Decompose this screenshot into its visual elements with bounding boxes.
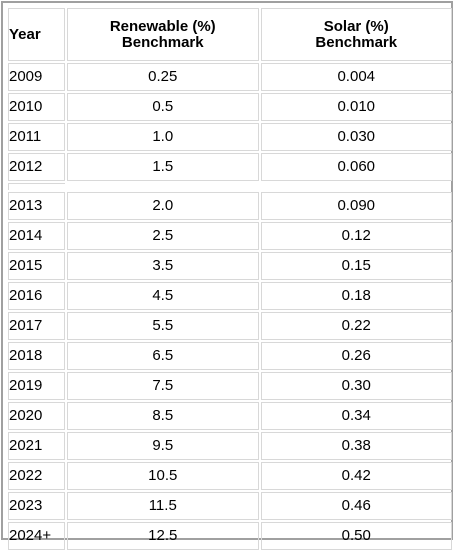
renewable-cell: 0.5: [67, 93, 259, 121]
solar-column-header: Solar (%) Benchmark: [260, 8, 452, 61]
solar-cell: 0.22: [260, 312, 452, 340]
year-cell: 2014: [8, 222, 65, 250]
renewable-cell: 7.5: [67, 372, 259, 400]
table-row: 2020 8.5 0.34: [8, 402, 452, 430]
solar-cell: 0.42: [260, 462, 452, 490]
solar-cell: 0.090: [260, 192, 452, 220]
renewable-cell: 1.5: [67, 153, 259, 181]
renewable-cell: 4.5: [67, 282, 259, 310]
table-row: 2021 9.5 0.38: [8, 432, 452, 460]
solar-cell: 0.46: [260, 492, 452, 520]
year-cell: 2016: [8, 282, 65, 310]
solar-cell: 0.15: [260, 252, 452, 280]
table-row: 2016 4.5 0.18: [8, 282, 452, 310]
solar-cell: 0.34: [260, 402, 452, 430]
renewable-cell: 8.5: [67, 402, 259, 430]
solar-header-line1: Solar (%): [323, 17, 389, 35]
year-cell: 2019: [8, 372, 65, 400]
solar-cell: 0.38: [260, 432, 452, 460]
table-header: Year Renewable (%) Benchmark Solar (%) B…: [8, 8, 452, 61]
solar-cell: 0.030: [260, 123, 452, 151]
renewable-cell: 3.5: [67, 252, 259, 280]
year-cell: 2024+: [8, 522, 65, 550]
solar-cell: 0.004: [260, 63, 452, 91]
renewable-cell: 1.0: [67, 123, 259, 151]
table-row: 2015 3.5 0.15: [8, 252, 452, 280]
year-cell: 2009: [8, 63, 65, 91]
year-cell: 2021: [8, 432, 65, 460]
solar-cell: 0.26: [260, 342, 452, 370]
table-row: 2019 7.5 0.30: [8, 372, 452, 400]
table-row: 2013 2.0 0.090: [8, 192, 452, 220]
solar-header-line2: Benchmark: [315, 33, 398, 51]
table-row: 2022 10.5 0.42: [8, 462, 452, 490]
solar-cell: 0.30: [260, 372, 452, 400]
year-cell: 2012: [8, 153, 65, 181]
renewable-cell: 6.5: [67, 342, 259, 370]
table-row: 2009 0.25 0.004: [8, 63, 452, 91]
table-body: 2009 0.25 0.004 2010 0.5 0.010 2011 1.0 …: [8, 63, 452, 550]
table-row: 2011 1.0 0.030: [8, 123, 452, 151]
renewable-cell: 11.5: [67, 492, 259, 520]
year-header-label: Year: [9, 25, 41, 43]
year-cell: 2011: [8, 123, 65, 151]
spacer-cell: [8, 183, 65, 190]
year-column-header: Year: [8, 8, 65, 61]
solar-cell: 0.060: [260, 153, 452, 181]
table-row: 2010 0.5 0.010: [8, 93, 452, 121]
benchmark-table: Year Renewable (%) Benchmark Solar (%) B…: [6, 6, 454, 552]
renewable-cell: 5.5: [67, 312, 259, 340]
solar-cell: 0.50: [260, 522, 452, 550]
year-cell: 2017: [8, 312, 65, 340]
year-cell: 2023: [8, 492, 65, 520]
row-spacer: [8, 183, 452, 190]
year-cell: 2020: [8, 402, 65, 430]
renewable-cell: 10.5: [67, 462, 259, 490]
table-row: 2017 5.5 0.22: [8, 312, 452, 340]
renewable-header-line1: Renewable (%): [109, 17, 216, 35]
table-row: 2024+ 12.5 0.50: [8, 522, 452, 550]
renewable-cell: 2.5: [67, 222, 259, 250]
solar-cell: 0.18: [260, 282, 452, 310]
year-cell: 2022: [8, 462, 65, 490]
renewable-cell: 12.5: [67, 522, 259, 550]
table-row: 2014 2.5 0.12: [8, 222, 452, 250]
table-row: 2023 11.5 0.46: [8, 492, 452, 520]
table-row: 2018 6.5 0.26: [8, 342, 452, 370]
renewable-header-line2: Benchmark: [121, 33, 204, 51]
spacer-cell: [67, 183, 259, 190]
solar-cell: 0.010: [260, 93, 452, 121]
year-cell: 2013: [8, 192, 65, 220]
renewable-cell: 9.5: [67, 432, 259, 460]
solar-cell: 0.12: [260, 222, 452, 250]
renewable-cell: 2.0: [67, 192, 259, 220]
spacer-cell: [261, 183, 453, 190]
year-cell: 2015: [8, 252, 65, 280]
renewable-cell: 0.25: [67, 63, 259, 91]
renewable-column-header: Renewable (%) Benchmark: [67, 8, 259, 61]
table-row: 2012 1.5 0.060: [8, 153, 452, 181]
year-cell: 2010: [8, 93, 65, 121]
header-row: Year Renewable (%) Benchmark Solar (%) B…: [8, 8, 452, 61]
year-cell: 2018: [8, 342, 65, 370]
